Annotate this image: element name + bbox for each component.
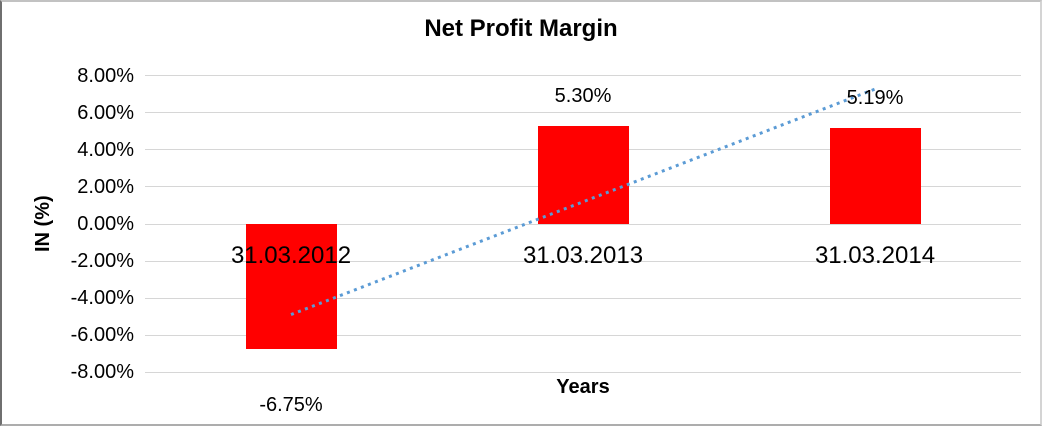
gridline — [145, 334, 1021, 336]
bar-31.03.2014[interactable] — [829, 127, 921, 224]
gridline — [145, 371, 1021, 373]
gridline — [145, 112, 1021, 114]
gridline — [145, 75, 1021, 77]
chart-title: Net Profit Margin — [424, 15, 618, 42]
category-label: 31.03.2013 — [522, 242, 644, 269]
category-label: 31.03.2014 — [814, 242, 936, 269]
y-axis-tick-label: 4.00% — [77, 138, 134, 161]
y-axis-tick-label: 0.00% — [77, 213, 134, 235]
y-axis-tick-label: -8.00% — [70, 361, 134, 384]
y-axis-tick-label: 6.00% — [77, 101, 134, 124]
y-axis-tick-label: 2.00% — [77, 175, 134, 198]
category-label: 31.03.2012 — [230, 242, 352, 269]
bar-31.03.2013[interactable] — [537, 125, 629, 224]
data-label: -6.75% — [259, 394, 323, 417]
y-axis-tick-label: -4.00% — [70, 287, 134, 310]
y-axis-tick-label: -6.00% — [70, 324, 134, 347]
y-axis-tick-label: -2.00% — [70, 250, 134, 273]
x-axis-title: Years — [556, 376, 610, 398]
y-axis-tick-label: 8.00% — [77, 64, 134, 87]
data-label: 5.19% — [846, 86, 904, 109]
data-label: 5.30% — [554, 84, 612, 107]
